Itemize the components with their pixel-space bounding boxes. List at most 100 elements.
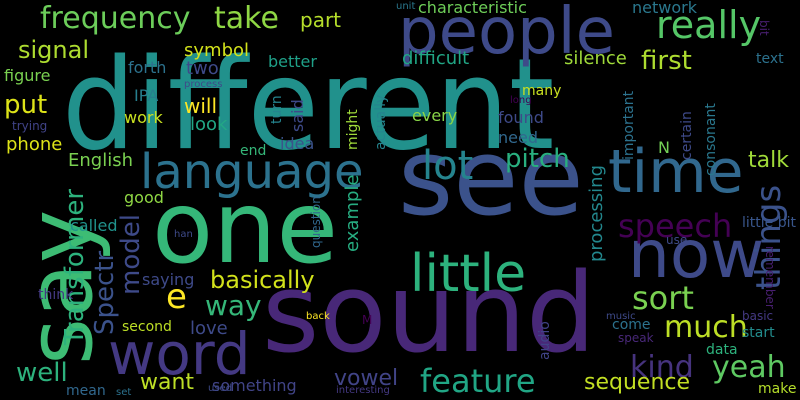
word-part: part — [300, 8, 342, 32]
word-spectr: Spectr — [90, 250, 120, 335]
word-lot: lot — [422, 143, 474, 189]
word-way: way — [205, 289, 262, 322]
word-set: set — [116, 387, 132, 398]
word-two: two — [186, 58, 219, 79]
word-feature: feature — [420, 362, 536, 400]
word-important: important — [621, 90, 637, 160]
word-interesting: interesting — [336, 385, 390, 396]
word-little: little — [410, 244, 527, 304]
word-forth: forth — [128, 58, 167, 77]
word-english: English — [68, 150, 133, 171]
word-audio: audio — [537, 321, 553, 360]
word-second: second — [122, 319, 172, 335]
word-han: han — [174, 229, 193, 240]
word-difficult: difficult — [402, 48, 470, 69]
word-time: time — [608, 137, 744, 207]
word-found: found — [498, 108, 544, 127]
word-silence: silence — [564, 48, 627, 69]
word-bit: bit — [757, 20, 771, 36]
word-look: look — [190, 114, 228, 135]
word-kind: kind — [630, 350, 694, 385]
word-different: different — [62, 31, 555, 178]
word-word: word — [108, 320, 251, 388]
word-something: something — [212, 376, 297, 395]
word-work: work — [124, 108, 163, 127]
word-model: model — [116, 214, 146, 295]
word-n: N — [658, 138, 670, 157]
word-signal: signal — [18, 36, 89, 64]
word-called: called — [70, 216, 118, 235]
word-speak: speak — [618, 331, 654, 345]
word-sort: sort — [632, 279, 694, 317]
word-will: will — [184, 94, 218, 118]
word-take: take — [214, 1, 279, 36]
word-really: really — [656, 3, 762, 47]
word-remember: remember — [763, 246, 777, 309]
word-use: use — [666, 233, 688, 247]
word-symbol: symbol — [184, 40, 250, 61]
word-need: need — [498, 128, 538, 147]
word-ipa: IPA — [134, 86, 159, 105]
word-every: every — [412, 106, 458, 125]
word-network: network — [632, 0, 697, 17]
word-want: want — [140, 370, 195, 395]
word-think: think — [38, 287, 74, 303]
word-make: make — [758, 381, 797, 397]
word-come: come — [612, 317, 651, 333]
word-mean: mean — [66, 383, 106, 399]
word-data: data — [706, 342, 738, 358]
word-used: used — [208, 383, 233, 394]
word-long: long — [510, 95, 532, 106]
word-good: good — [124, 188, 164, 207]
word-question: question — [309, 196, 323, 248]
word-put: put — [4, 90, 48, 120]
word-back: back — [306, 311, 330, 322]
word-music: music — [606, 311, 636, 322]
word-one: one — [152, 169, 339, 286]
word-figure: figure — [4, 66, 51, 85]
word-might: might — [345, 109, 361, 150]
word-example: example — [342, 174, 363, 252]
word-saying: saying — [142, 270, 195, 289]
word-process: process — [184, 79, 223, 90]
word-unit: unit — [396, 1, 416, 12]
word-better: better — [268, 52, 317, 71]
word-start: start — [742, 325, 775, 341]
word-language: language — [140, 144, 364, 200]
word-said: said — [288, 99, 307, 132]
word-trying: trying — [12, 119, 48, 133]
word-first: first — [641, 46, 692, 76]
word-see: see — [398, 116, 584, 239]
word-speech: speech — [618, 207, 733, 245]
word-love: love — [190, 318, 228, 339]
word-frequency: frequency — [40, 1, 191, 36]
word-sound: sound — [262, 249, 596, 377]
word-little-bit: little bit — [742, 215, 796, 231]
word-well: well — [16, 358, 68, 388]
word-yeah: yeah — [712, 350, 786, 385]
word-basic: basic — [742, 309, 774, 323]
word-text: text — [756, 51, 784, 67]
word-phone: phone — [6, 134, 63, 155]
word-turn: turn — [269, 95, 285, 124]
word-transformer: Transformer — [60, 188, 90, 345]
word-now: now — [628, 216, 765, 293]
word-pitch: pitch — [505, 144, 570, 174]
word-e: e — [166, 277, 187, 317]
word-many: many — [522, 83, 562, 99]
word-talk: talk — [748, 148, 789, 173]
word-much: much — [664, 310, 748, 345]
word-characteristic: characteristic — [418, 0, 527, 17]
word-sequence: sequence — [584, 370, 691, 395]
word-vowel: vowel — [334, 366, 399, 391]
word-people: people — [398, 0, 615, 69]
word-idea: idea — [280, 134, 315, 153]
word-basically: basically — [210, 266, 315, 294]
word-m: M — [362, 313, 373, 327]
word-certain: certain — [679, 111, 695, 160]
word-processing: processing — [586, 164, 607, 262]
word-consonant: consonant — [703, 103, 719, 176]
word-actually: actually — [373, 94, 389, 150]
word-end: end — [240, 143, 267, 159]
